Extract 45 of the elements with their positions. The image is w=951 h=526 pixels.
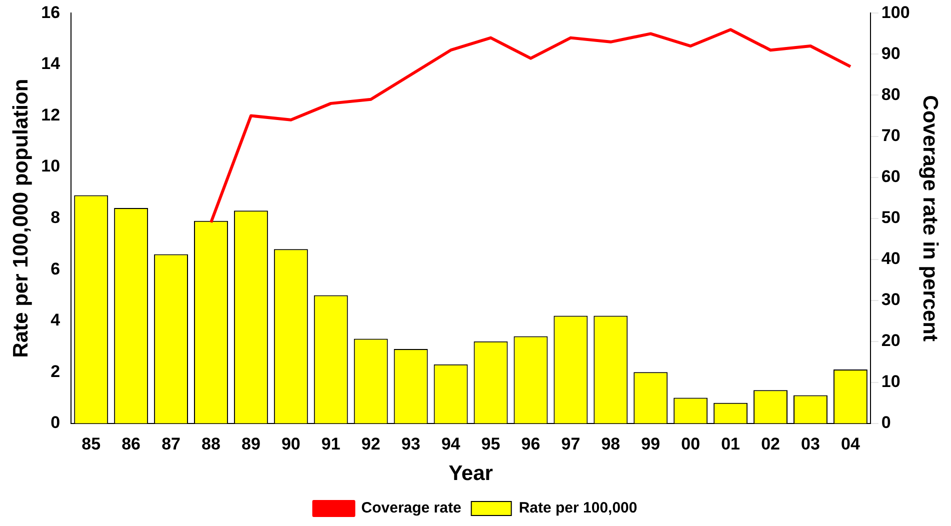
legend-label: Coverage rate — [361, 500, 462, 517]
x-tick-label: 99 — [641, 434, 660, 454]
x-tick-label: 97 — [561, 434, 580, 454]
x-tick-label: 94 — [441, 434, 461, 454]
y2-tick-label: 40 — [881, 249, 900, 268]
x-tick-label: 88 — [202, 434, 220, 454]
y-tick-label: 8 — [50, 208, 60, 227]
x-tick-label: 04 — [840, 434, 860, 454]
y-tick-label: 12 — [41, 105, 60, 124]
y-tick-label: 6 — [50, 259, 60, 278]
y2-tick-label: 20 — [881, 331, 900, 350]
y-axis-title: Rate per 100,000 population — [9, 78, 32, 358]
x-tick-label: 03 — [801, 434, 820, 454]
x-tick-label: 95 — [481, 434, 500, 454]
y2-tick-label: 90 — [881, 44, 900, 63]
y2-tick-label: 80 — [881, 84, 900, 104]
y-tick-label: 2 — [50, 362, 60, 381]
y-tick-label: 10 — [41, 156, 60, 176]
y2-axis-title: Coverage rate in percent — [918, 95, 942, 342]
y2-tick-label: 70 — [881, 126, 900, 145]
x-tick-label: 98 — [601, 434, 620, 454]
x-tick-label: 00 — [681, 434, 700, 454]
x-axis-title: Year — [448, 462, 493, 486]
legend-label: Rate per 100,000 — [518, 500, 638, 517]
x-tick-label: 89 — [241, 434, 260, 454]
y2-tick-label: 50 — [881, 208, 900, 227]
y2-tick-label: 30 — [881, 290, 900, 310]
x-tick-label: 90 — [281, 434, 300, 454]
y-tick-label: 0 — [50, 413, 60, 432]
x-tick-label: 02 — [761, 434, 780, 454]
y-tick-label: 4 — [50, 310, 61, 330]
x-tick-label: 85 — [82, 434, 101, 454]
x-tick-label: 92 — [361, 434, 380, 454]
x-tick-label: 96 — [521, 434, 540, 454]
x-tick-label: 87 — [162, 434, 180, 454]
y-tick-label: 16 — [41, 2, 60, 22]
y2-tick-label: 100 — [881, 2, 910, 22]
y2-tick-label: 0 — [881, 413, 891, 432]
y2-tick-label: 60 — [881, 166, 900, 186]
x-tick-label: 01 — [721, 434, 740, 454]
y-tick-label: 14 — [41, 54, 61, 74]
y2-tick-label: 10 — [881, 372, 900, 392]
x-tick-label: 86 — [122, 434, 141, 454]
x-tick-label: 93 — [401, 434, 420, 454]
x-tick-label: 91 — [321, 434, 340, 454]
